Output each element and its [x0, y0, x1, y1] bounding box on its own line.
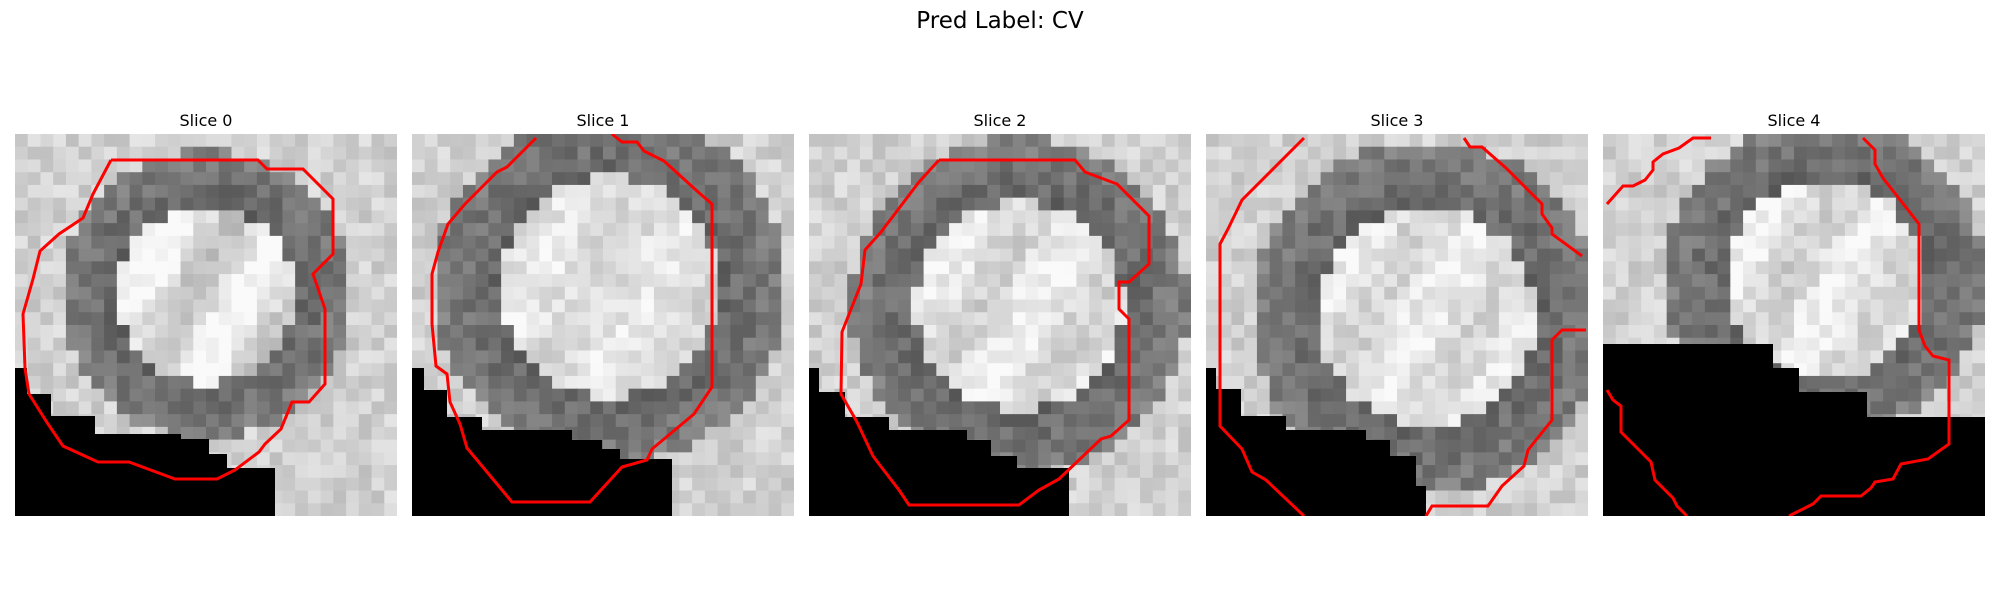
- slice-panel-2: Slice 2: [809, 108, 1191, 516]
- slice-title: Slice 2: [973, 111, 1027, 130]
- segmentation-contour: [21, 158, 335, 481]
- slice-image-4: [1603, 134, 1985, 516]
- black-mask-region: [412, 368, 672, 516]
- slice-title: Slice 4: [1767, 111, 1821, 130]
- segmentation-contour: [1605, 136, 1711, 205]
- slice-panel-4: Slice 4: [1603, 108, 1985, 516]
- slice-image-3: [1206, 134, 1588, 516]
- segmentation-contour: [430, 134, 714, 504]
- segmentation-contour: [1462, 137, 1583, 258]
- slice-image-0: [15, 134, 397, 516]
- segmentation-contour: [839, 158, 1151, 507]
- black-mask-region: [1206, 368, 1426, 516]
- segmentation-contour: [1788, 136, 1951, 516]
- figure-title: Pred Label: CV: [916, 8, 1084, 34]
- black-mask-region: [1603, 344, 1985, 516]
- segmentation-contour: [1218, 136, 1306, 516]
- grayscale-pixels: [809, 134, 1191, 516]
- slice-image-1: [412, 134, 794, 516]
- slice-panel-1: Slice 1: [412, 108, 794, 516]
- slice-panel-3: Slice 3: [1206, 108, 1588, 516]
- segmentation-contour: [1424, 328, 1586, 516]
- slice-title: Slice 3: [1370, 111, 1424, 130]
- slice-title: Slice 1: [576, 111, 630, 130]
- segmentation-contour: [1605, 389, 1689, 516]
- slice-title: Slice 0: [179, 111, 233, 130]
- slice-panel-0: Slice 0: [15, 108, 397, 516]
- black-mask-region: [809, 368, 1069, 516]
- slice-image-2: [809, 134, 1191, 516]
